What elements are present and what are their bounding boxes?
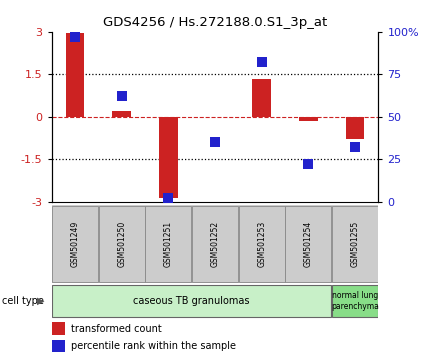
- Bar: [206, 117, 224, 118]
- Bar: [145, 206, 191, 282]
- Bar: [299, 117, 318, 121]
- Point: [118, 93, 125, 99]
- Bar: [192, 206, 238, 282]
- Text: GSM501250: GSM501250: [117, 221, 126, 267]
- Bar: [286, 206, 331, 282]
- Text: normal lung
parenchyma: normal lung parenchyma: [331, 291, 379, 310]
- Text: ▶: ▶: [37, 296, 44, 306]
- Point: [352, 144, 359, 150]
- Point: [305, 161, 312, 167]
- Text: GSM501252: GSM501252: [211, 221, 219, 267]
- Point: [71, 34, 78, 40]
- Point: [212, 139, 218, 145]
- Text: GSM501255: GSM501255: [350, 221, 359, 267]
- Bar: [52, 285, 331, 317]
- Bar: [332, 206, 378, 282]
- Bar: [346, 117, 364, 139]
- Text: GSM501253: GSM501253: [257, 221, 266, 267]
- Bar: [332, 285, 378, 317]
- Point: [258, 59, 265, 65]
- Text: cell type: cell type: [2, 296, 44, 306]
- Bar: [159, 117, 178, 198]
- Text: GSM501249: GSM501249: [71, 221, 80, 267]
- Text: percentile rank within the sample: percentile rank within the sample: [71, 341, 236, 351]
- Bar: [66, 33, 84, 117]
- Bar: [52, 322, 64, 335]
- Bar: [112, 111, 131, 117]
- Text: GSM501254: GSM501254: [304, 221, 313, 267]
- Title: GDS4256 / Hs.272188.0.S1_3p_at: GDS4256 / Hs.272188.0.S1_3p_at: [103, 16, 327, 29]
- Bar: [99, 206, 144, 282]
- Point: [165, 195, 172, 201]
- Text: transformed count: transformed count: [71, 324, 162, 333]
- Bar: [239, 206, 285, 282]
- Bar: [252, 79, 271, 117]
- Text: GSM501251: GSM501251: [164, 221, 173, 267]
- Text: caseous TB granulomas: caseous TB granulomas: [133, 296, 250, 306]
- Bar: [52, 206, 98, 282]
- Bar: [52, 340, 64, 352]
